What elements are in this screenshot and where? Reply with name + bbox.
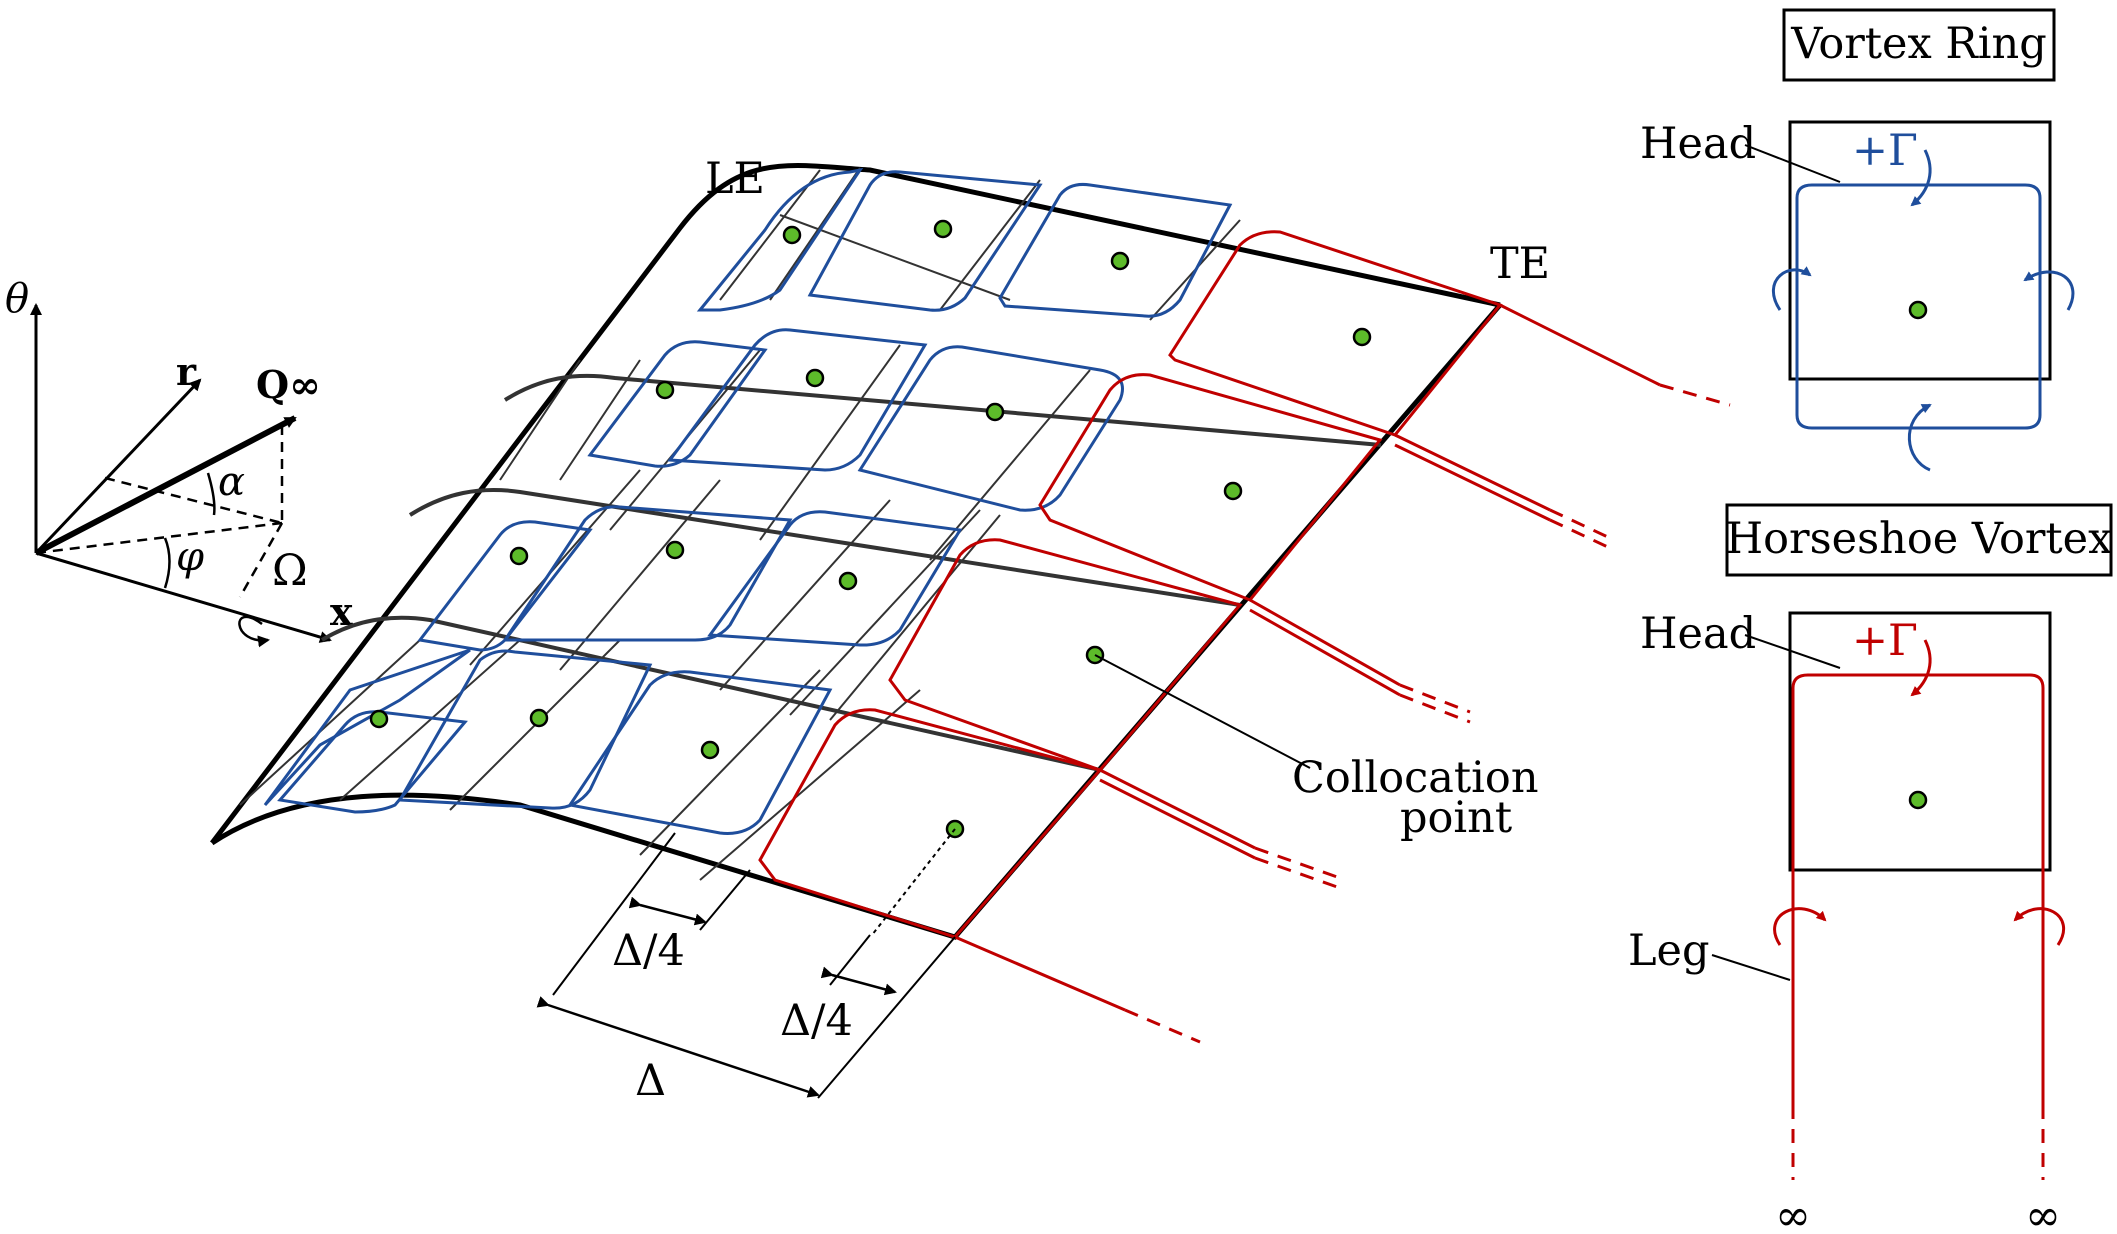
bound-vortex-rings [263, 167, 1233, 835]
horseshoe-head-rotation-icon [1910, 639, 1932, 697]
collocation-point [529, 708, 549, 728]
delta-quarter-label-2: Δ/4 [780, 996, 853, 1046]
vortex-ring-inset: Vortex Ring Head +Γ [1640, 8, 2075, 472]
q-inf-vector [34, 415, 297, 556]
horseshoe-title-box [1725, 503, 2113, 577]
wing-surface [210, 163, 1502, 940]
omega-rotation-icon [238, 615, 270, 648]
x-label: x [330, 589, 353, 634]
collocation-point [985, 402, 1005, 422]
collocation-point [655, 380, 675, 400]
vortex-ring-title-box [1782, 8, 2056, 82]
ring-collocation-point [1908, 300, 1928, 320]
q-inf-label: Q∞ [256, 362, 321, 407]
theta-label: θ [5, 276, 29, 322]
ring-top-rotation-icon [1910, 149, 1932, 207]
horseshoe-left-leg-rotation-icon [1773, 907, 1827, 946]
wing-trailing-outline [210, 303, 1502, 940]
collocation-point [369, 709, 389, 729]
le-label: LE [705, 154, 765, 204]
wing-annotations: LE TE Collocation point Δ/4 Δ/4 Δ [536, 154, 1550, 1106]
infinity-right-label: ∞ [2025, 1191, 2061, 1234]
collocation-leader [1094, 654, 1311, 769]
collocation-point [665, 540, 685, 560]
horseshoe-gamma-label: +Γ [1852, 616, 1918, 666]
collocation-label-line1: Collocation [1292, 753, 1539, 803]
phi-arc [163, 537, 171, 589]
r-axis [34, 378, 202, 555]
horseshoe-loop [1791, 673, 2045, 1105]
collocation-point [838, 571, 858, 591]
x-axis [35, 551, 332, 643]
vortex-ring-loop [1795, 183, 2042, 430]
horseshoe-right-leg-rotation-icon [2013, 907, 2066, 946]
ring-right-rotation-icon [2023, 270, 2075, 311]
coordinate-system: θ r Q∞ α φ Ω x [5, 276, 353, 648]
collocation-point [782, 225, 802, 245]
ring-gamma-label: +Γ [1852, 126, 1918, 176]
horseshoe-vortex-inset: Horseshoe Vortex Head +Γ Leg ∞ ∞ [1628, 503, 2113, 1234]
omega-label: Ω [272, 546, 308, 596]
r-label: r [176, 349, 197, 394]
collocation-points [369, 219, 1372, 839]
ring-left-rotation-icon [1772, 266, 1812, 311]
horseshoe-title: Horseshoe Vortex [1726, 514, 2113, 564]
wake-vortex-rings [758, 230, 1731, 1044]
collocation-point [1352, 327, 1372, 347]
delta-quarter-label-1: Δ/4 [612, 926, 685, 976]
infinity-left-label: ∞ [1775, 1191, 1811, 1234]
wing-leading-edge [210, 163, 1501, 845]
collocation-label-line2: point [1400, 793, 1512, 843]
phi-label: φ [176, 534, 204, 580]
collocation-point [1110, 251, 1130, 271]
horseshoe-collocation-point [1908, 790, 1928, 810]
horseshoe-leg-label: Leg [1628, 926, 1710, 976]
horseshoe-head-label: Head [1640, 609, 1756, 659]
ring-bottom-rotation-icon [1907, 403, 1932, 472]
collocation-point [700, 740, 720, 760]
collocation-point [933, 219, 953, 239]
collocation-point [805, 368, 825, 388]
delta-label: Δ [635, 1056, 666, 1106]
te-label: TE [1490, 239, 1550, 289]
vortex-ring-title: Vortex Ring [1790, 19, 2047, 69]
vortex-ring-panel [1788, 120, 2052, 381]
ring-head-label: Head [1640, 119, 1756, 169]
alpha-label: α [218, 459, 245, 505]
alpha-arc [206, 472, 216, 516]
collocation-point [509, 546, 529, 566]
collocation-point [1223, 481, 1243, 501]
horseshoe-panel [1788, 611, 2052, 872]
